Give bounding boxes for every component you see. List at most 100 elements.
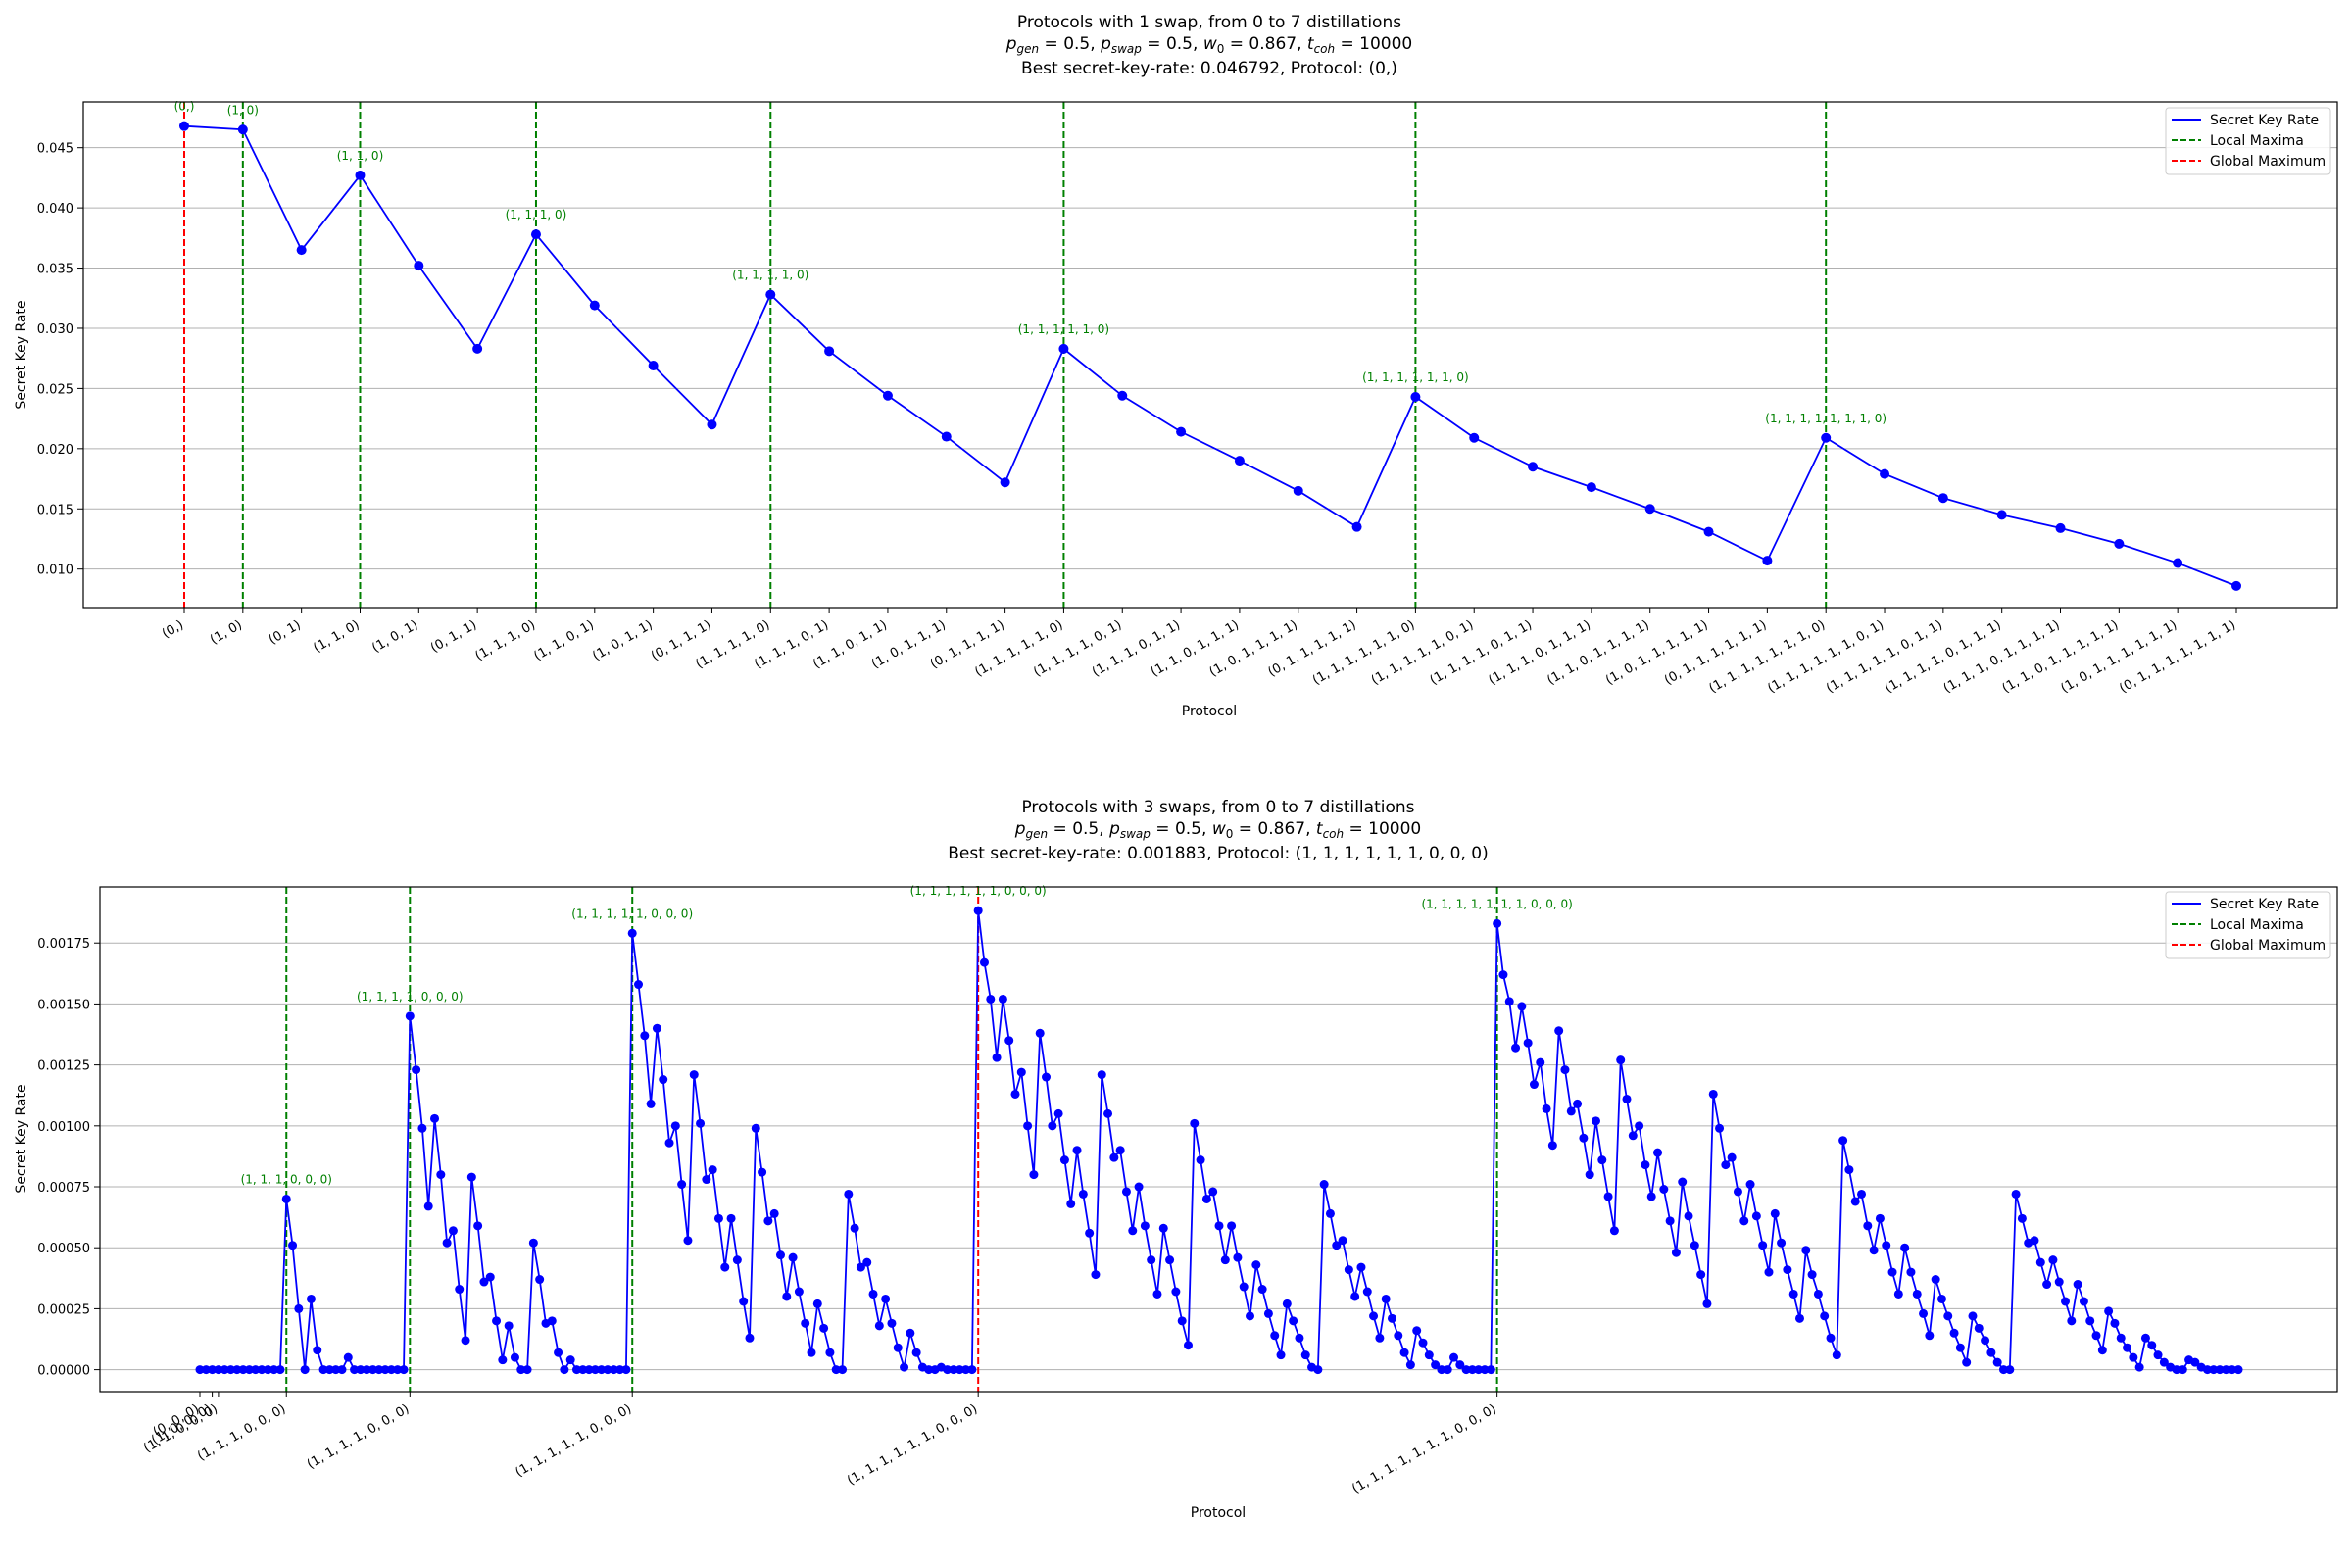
data-point bbox=[726, 1213, 736, 1223]
bottom-x-ticks: (0, 0, 0)(1, 0, 0, 0)(1, 1, 0, 0, 0)(1, … bbox=[141, 1392, 1499, 1496]
x-tick-label: (1, 1, 0, 1, 1, 1, 1) bbox=[1544, 617, 1651, 688]
data-point bbox=[1282, 1298, 1292, 1308]
data-point bbox=[2011, 1189, 2021, 1199]
top-legend-local: Local Maxima bbox=[2210, 133, 2304, 149]
data-point bbox=[2190, 1357, 2200, 1367]
data-point bbox=[461, 1336, 470, 1346]
y-tick-label: 0.00050 bbox=[37, 1242, 90, 1256]
data-point bbox=[2231, 580, 2241, 591]
bottom-best-line: Best secret-key-rate: 0.001883, Protocol… bbox=[948, 844, 1488, 863]
data-point bbox=[386, 1365, 396, 1375]
data-point bbox=[1239, 1282, 1249, 1292]
x-tick-label: (1, 0, 1, 1) bbox=[590, 617, 655, 663]
data-point bbox=[1788, 1289, 1798, 1298]
data-point bbox=[1257, 1285, 1267, 1295]
data-point bbox=[565, 1355, 575, 1365]
data-point bbox=[1996, 510, 2007, 520]
data-point bbox=[1263, 1308, 1273, 1318]
data-point bbox=[1653, 1148, 1663, 1157]
data-point bbox=[1838, 1136, 1848, 1146]
data-point bbox=[1981, 1336, 1990, 1346]
data-point bbox=[1919, 1308, 1929, 1318]
x-tick-label: (1, 1, 1, 1, 0, 0, 0) bbox=[305, 1401, 412, 1472]
data-point bbox=[683, 1236, 693, 1246]
y-tick-label: 0.040 bbox=[37, 202, 74, 217]
data-point bbox=[2042, 1280, 2052, 1290]
data-point bbox=[1058, 343, 1069, 354]
data-point bbox=[516, 1365, 526, 1375]
y-tick-label: 0.015 bbox=[37, 503, 74, 517]
data-point bbox=[1381, 1294, 1391, 1303]
data-point bbox=[1072, 1146, 1082, 1155]
data-point bbox=[2061, 1297, 2071, 1306]
data-point bbox=[881, 1294, 891, 1303]
bottom-annotations: (1, 1, 1, 0, 0, 0) (1, 1, 1, 1, 0, 0, 0) (… bbox=[241, 884, 1573, 1186]
data-point bbox=[1369, 1311, 1379, 1321]
data-point bbox=[2172, 1365, 2181, 1375]
data-point bbox=[350, 1365, 360, 1375]
data-point bbox=[1931, 1275, 1940, 1285]
data-point bbox=[1764, 1267, 1774, 1277]
data-point bbox=[1469, 432, 1480, 443]
data-point bbox=[430, 1113, 440, 1123]
data-point bbox=[2030, 1236, 2039, 1246]
data-point bbox=[257, 1365, 267, 1375]
data-point bbox=[1777, 1238, 1787, 1248]
data-point bbox=[2228, 1365, 2237, 1375]
data-point bbox=[2079, 1297, 2088, 1306]
bottom-legend: Secret Key Rate Local Maxima Global Maxi… bbox=[2165, 891, 2331, 959]
data-point bbox=[1511, 1043, 1521, 1053]
data-point bbox=[2073, 1280, 2082, 1290]
data-point bbox=[1659, 1185, 1669, 1195]
maximum-annotation: (1, 1, 1, 1, 1, 0, 0, 0) bbox=[571, 906, 693, 920]
data-point bbox=[1900, 1243, 1910, 1252]
data-point bbox=[838, 1365, 848, 1375]
data-point bbox=[807, 1348, 816, 1357]
data-point bbox=[856, 1262, 865, 1272]
data-point bbox=[1190, 1118, 1200, 1128]
data-point bbox=[2048, 1255, 2058, 1265]
data-point bbox=[1344, 1265, 1353, 1275]
data-point bbox=[498, 1355, 508, 1365]
data-point bbox=[2209, 1365, 2219, 1375]
data-point bbox=[2173, 558, 2183, 568]
data-point bbox=[1097, 1070, 1106, 1080]
x-tick-label: (0,) bbox=[160, 617, 186, 641]
data-point bbox=[1585, 1170, 1594, 1180]
data-point bbox=[1117, 390, 1128, 401]
data-point bbox=[1085, 1228, 1095, 1238]
x-tick-label: (1, 1, 1, 1, 0, 1, 1) bbox=[1428, 617, 1535, 688]
data-point bbox=[492, 1316, 502, 1326]
data-point bbox=[1887, 1267, 1897, 1277]
data-point bbox=[1467, 1365, 1477, 1375]
data-point bbox=[998, 994, 1007, 1004]
data-point bbox=[900, 1362, 909, 1372]
data-point bbox=[2017, 1213, 2027, 1223]
data-point bbox=[1733, 1187, 1742, 1197]
data-point bbox=[615, 1365, 625, 1375]
data-point bbox=[794, 1287, 804, 1297]
data-point bbox=[648, 361, 659, 371]
data-point bbox=[640, 1031, 650, 1041]
x-tick-label: (1, 1, 1, 0, 1, 1, 1) bbox=[1487, 617, 1593, 688]
data-point bbox=[1165, 1255, 1175, 1265]
data-point bbox=[195, 1365, 205, 1375]
x-tick-label: (1, 1, 0, 1) bbox=[531, 617, 596, 663]
data-point bbox=[769, 1208, 779, 1218]
data-point bbox=[1431, 1360, 1441, 1370]
data-point bbox=[702, 1175, 711, 1185]
data-point bbox=[2221, 1365, 2230, 1375]
data-point bbox=[1177, 1316, 1187, 1326]
data-point bbox=[1035, 1028, 1045, 1038]
data-point bbox=[399, 1365, 409, 1375]
data-point bbox=[1147, 1255, 1156, 1265]
data-point bbox=[949, 1365, 958, 1375]
data-point bbox=[1850, 1197, 1860, 1206]
x-tick-label: (1, 1, 1, 1, 1, 1, 0) bbox=[1310, 617, 1417, 688]
data-point bbox=[739, 1297, 749, 1306]
data-point bbox=[1751, 1211, 1761, 1221]
data-point bbox=[1054, 1108, 1063, 1118]
data-point bbox=[2140, 1333, 2150, 1343]
data-point bbox=[2005, 1365, 2015, 1375]
data-point bbox=[1115, 1146, 1125, 1155]
